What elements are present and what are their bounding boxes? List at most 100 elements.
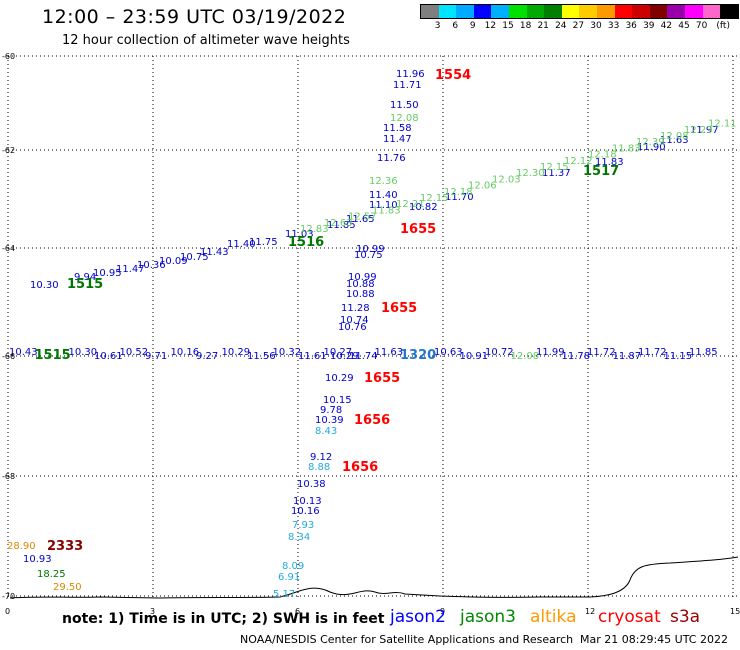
wave-height-label: 11.90 bbox=[637, 142, 666, 153]
scale-swatch bbox=[667, 5, 685, 18]
scale-swatch bbox=[684, 5, 703, 18]
wave-height-label: 11.75 bbox=[249, 237, 278, 248]
wave-height-label: 8.43 bbox=[315, 426, 337, 437]
wave-height-label: 9.94 bbox=[74, 272, 96, 283]
jason3-wave-height: 12.83 bbox=[300, 224, 329, 235]
coastline bbox=[9, 556, 739, 599]
scale-swatch bbox=[614, 5, 633, 18]
wave-height-label: 11.47 bbox=[383, 134, 412, 145]
scale-label: 9 bbox=[469, 21, 476, 31]
pass-id-label: 1517 bbox=[583, 164, 619, 179]
jason3-wave-height: 12.15 bbox=[420, 193, 449, 204]
scale-swatch bbox=[702, 5, 721, 18]
wave-height-label: 10.95 bbox=[93, 268, 122, 279]
jason3-wave-height: 12.30 bbox=[516, 168, 545, 179]
axis-labels: -60 -62 -64 -66 -68 -70 0 3 6 9 12 15 bbox=[2, 52, 740, 616]
wave-height-label: 11.71 bbox=[393, 80, 422, 91]
observation-labels: 11.96 155411.7111.5012.0811.5811.4711.761… bbox=[7, 68, 737, 600]
pass-id-label: 1655 bbox=[381, 301, 417, 316]
wave-height-label: 10.88 bbox=[346, 289, 375, 300]
wave-height-label: 7.93 bbox=[292, 520, 314, 531]
pass-id-label: 2333 bbox=[47, 539, 83, 554]
scale-swatch bbox=[421, 5, 439, 18]
row-wave-height: 11.15 bbox=[664, 351, 693, 362]
row-wave-height: 11.56 bbox=[247, 351, 276, 362]
row-wave-height: 11.85 bbox=[689, 347, 718, 358]
jason3-wave-height: 11.83 bbox=[612, 143, 641, 154]
wave-height-label: 10.93 bbox=[23, 554, 52, 565]
scale-label: 24 bbox=[555, 21, 567, 31]
jason3-wave-height: 12.63 bbox=[324, 218, 353, 229]
jason3-wave-height: 12.39 bbox=[636, 137, 665, 148]
pass-id-label: 1516 bbox=[288, 235, 324, 250]
row-wave-height: 10.72 bbox=[485, 347, 514, 358]
wave-height-label: 9.12 bbox=[310, 452, 332, 463]
map-grid bbox=[7, 55, 738, 598]
wave-height-label: 9.78 bbox=[320, 405, 342, 416]
map-subtitle: 12 hour collection of altimeter wave hei… bbox=[62, 33, 350, 48]
wave-height-label: 18.25 bbox=[37, 569, 66, 580]
y-axis-label: -68 bbox=[2, 472, 15, 481]
x-axis-label: 15 bbox=[730, 607, 740, 616]
wave-height-label: 12.08 bbox=[390, 113, 419, 124]
row-wave-height: 11.78 bbox=[562, 351, 591, 362]
wave-height-label: 10.39 bbox=[315, 415, 344, 426]
scale-swatch bbox=[456, 5, 474, 18]
pass-id-label: 1656 bbox=[342, 460, 378, 475]
scale-swatch bbox=[579, 5, 597, 18]
wave-height-label: 8.34 bbox=[288, 532, 310, 543]
jason3-wave-height: 12.12 bbox=[564, 156, 593, 167]
scale-label: 70 bbox=[695, 21, 708, 31]
jason3-wave-height: 12.18 bbox=[444, 187, 473, 198]
scale-label: 12 bbox=[484, 21, 497, 31]
wave-height-label: 10.29 bbox=[330, 351, 359, 362]
jason3-wave-height: 11.83 bbox=[372, 205, 401, 216]
pass-id-label: 1655 bbox=[400, 222, 436, 237]
wave-height-label: 11.70 bbox=[445, 192, 474, 203]
y-axis-label: -62 bbox=[2, 146, 15, 155]
wave-height-label: 10.16 bbox=[291, 506, 320, 517]
scale-swatch bbox=[508, 5, 527, 18]
wave-height-label: 11.43 bbox=[200, 247, 229, 258]
wave-height-label: 11.03 bbox=[285, 229, 314, 240]
y-axis-label: -66 bbox=[2, 352, 15, 361]
scale-swatch bbox=[632, 5, 650, 18]
x-axis-label: 6 bbox=[295, 607, 300, 616]
scale-label: 3 bbox=[434, 21, 441, 31]
x-axis-label: 0 bbox=[5, 607, 10, 616]
legend-jason2: jason2 bbox=[390, 607, 446, 627]
scale-swatch bbox=[544, 5, 562, 18]
y-axis-label: -70 bbox=[2, 592, 15, 601]
x-axis-label: 12 bbox=[585, 607, 595, 616]
color-scale-swatches bbox=[420, 4, 739, 19]
scale-label: (ft) bbox=[716, 21, 730, 31]
wave-height-label: 11.10 bbox=[369, 200, 398, 211]
row-wave-height: 10.91 bbox=[460, 351, 489, 362]
wave-height-label: 10.76 bbox=[338, 322, 367, 333]
wave-height-label: 8.88 bbox=[308, 462, 330, 473]
row-wave-height: 10.32 bbox=[273, 347, 302, 358]
jason3-wave-height: 12.21 bbox=[396, 199, 425, 210]
wave-height-label: 5.17 bbox=[273, 589, 295, 600]
wave-height-label: 11.50 bbox=[390, 100, 419, 111]
wave-height-label: 11.76 bbox=[377, 153, 406, 164]
jason3-wave-height: 12.15 bbox=[540, 162, 569, 173]
credit-text: NOAA/NESDIS Center for Satellite Applica… bbox=[240, 633, 574, 646]
wave-height-label: 10.75 bbox=[354, 250, 383, 261]
wave-height-label: 11.47 bbox=[116, 264, 145, 275]
scale-swatch bbox=[720, 5, 738, 18]
row-wave-height: 10.27 bbox=[324, 347, 353, 358]
row-wave-height: 10.63 bbox=[434, 347, 463, 358]
scale-label: 42 bbox=[660, 21, 673, 31]
wave-height-label: 11.28 bbox=[341, 303, 370, 314]
wave-height-label: 12.36 bbox=[369, 176, 398, 187]
scale-swatch bbox=[491, 5, 509, 18]
wave-height-label: 11.65 bbox=[346, 214, 375, 225]
wave-height-label: 11.85 bbox=[327, 220, 356, 231]
scale-label: 18 bbox=[519, 21, 532, 31]
row-wave-height: 10.30 bbox=[69, 347, 98, 358]
wave-height-label: 10.36 bbox=[137, 260, 166, 271]
wave-height-label: 10.74 bbox=[340, 315, 369, 326]
row-wave-height: 11.72 bbox=[587, 347, 616, 358]
